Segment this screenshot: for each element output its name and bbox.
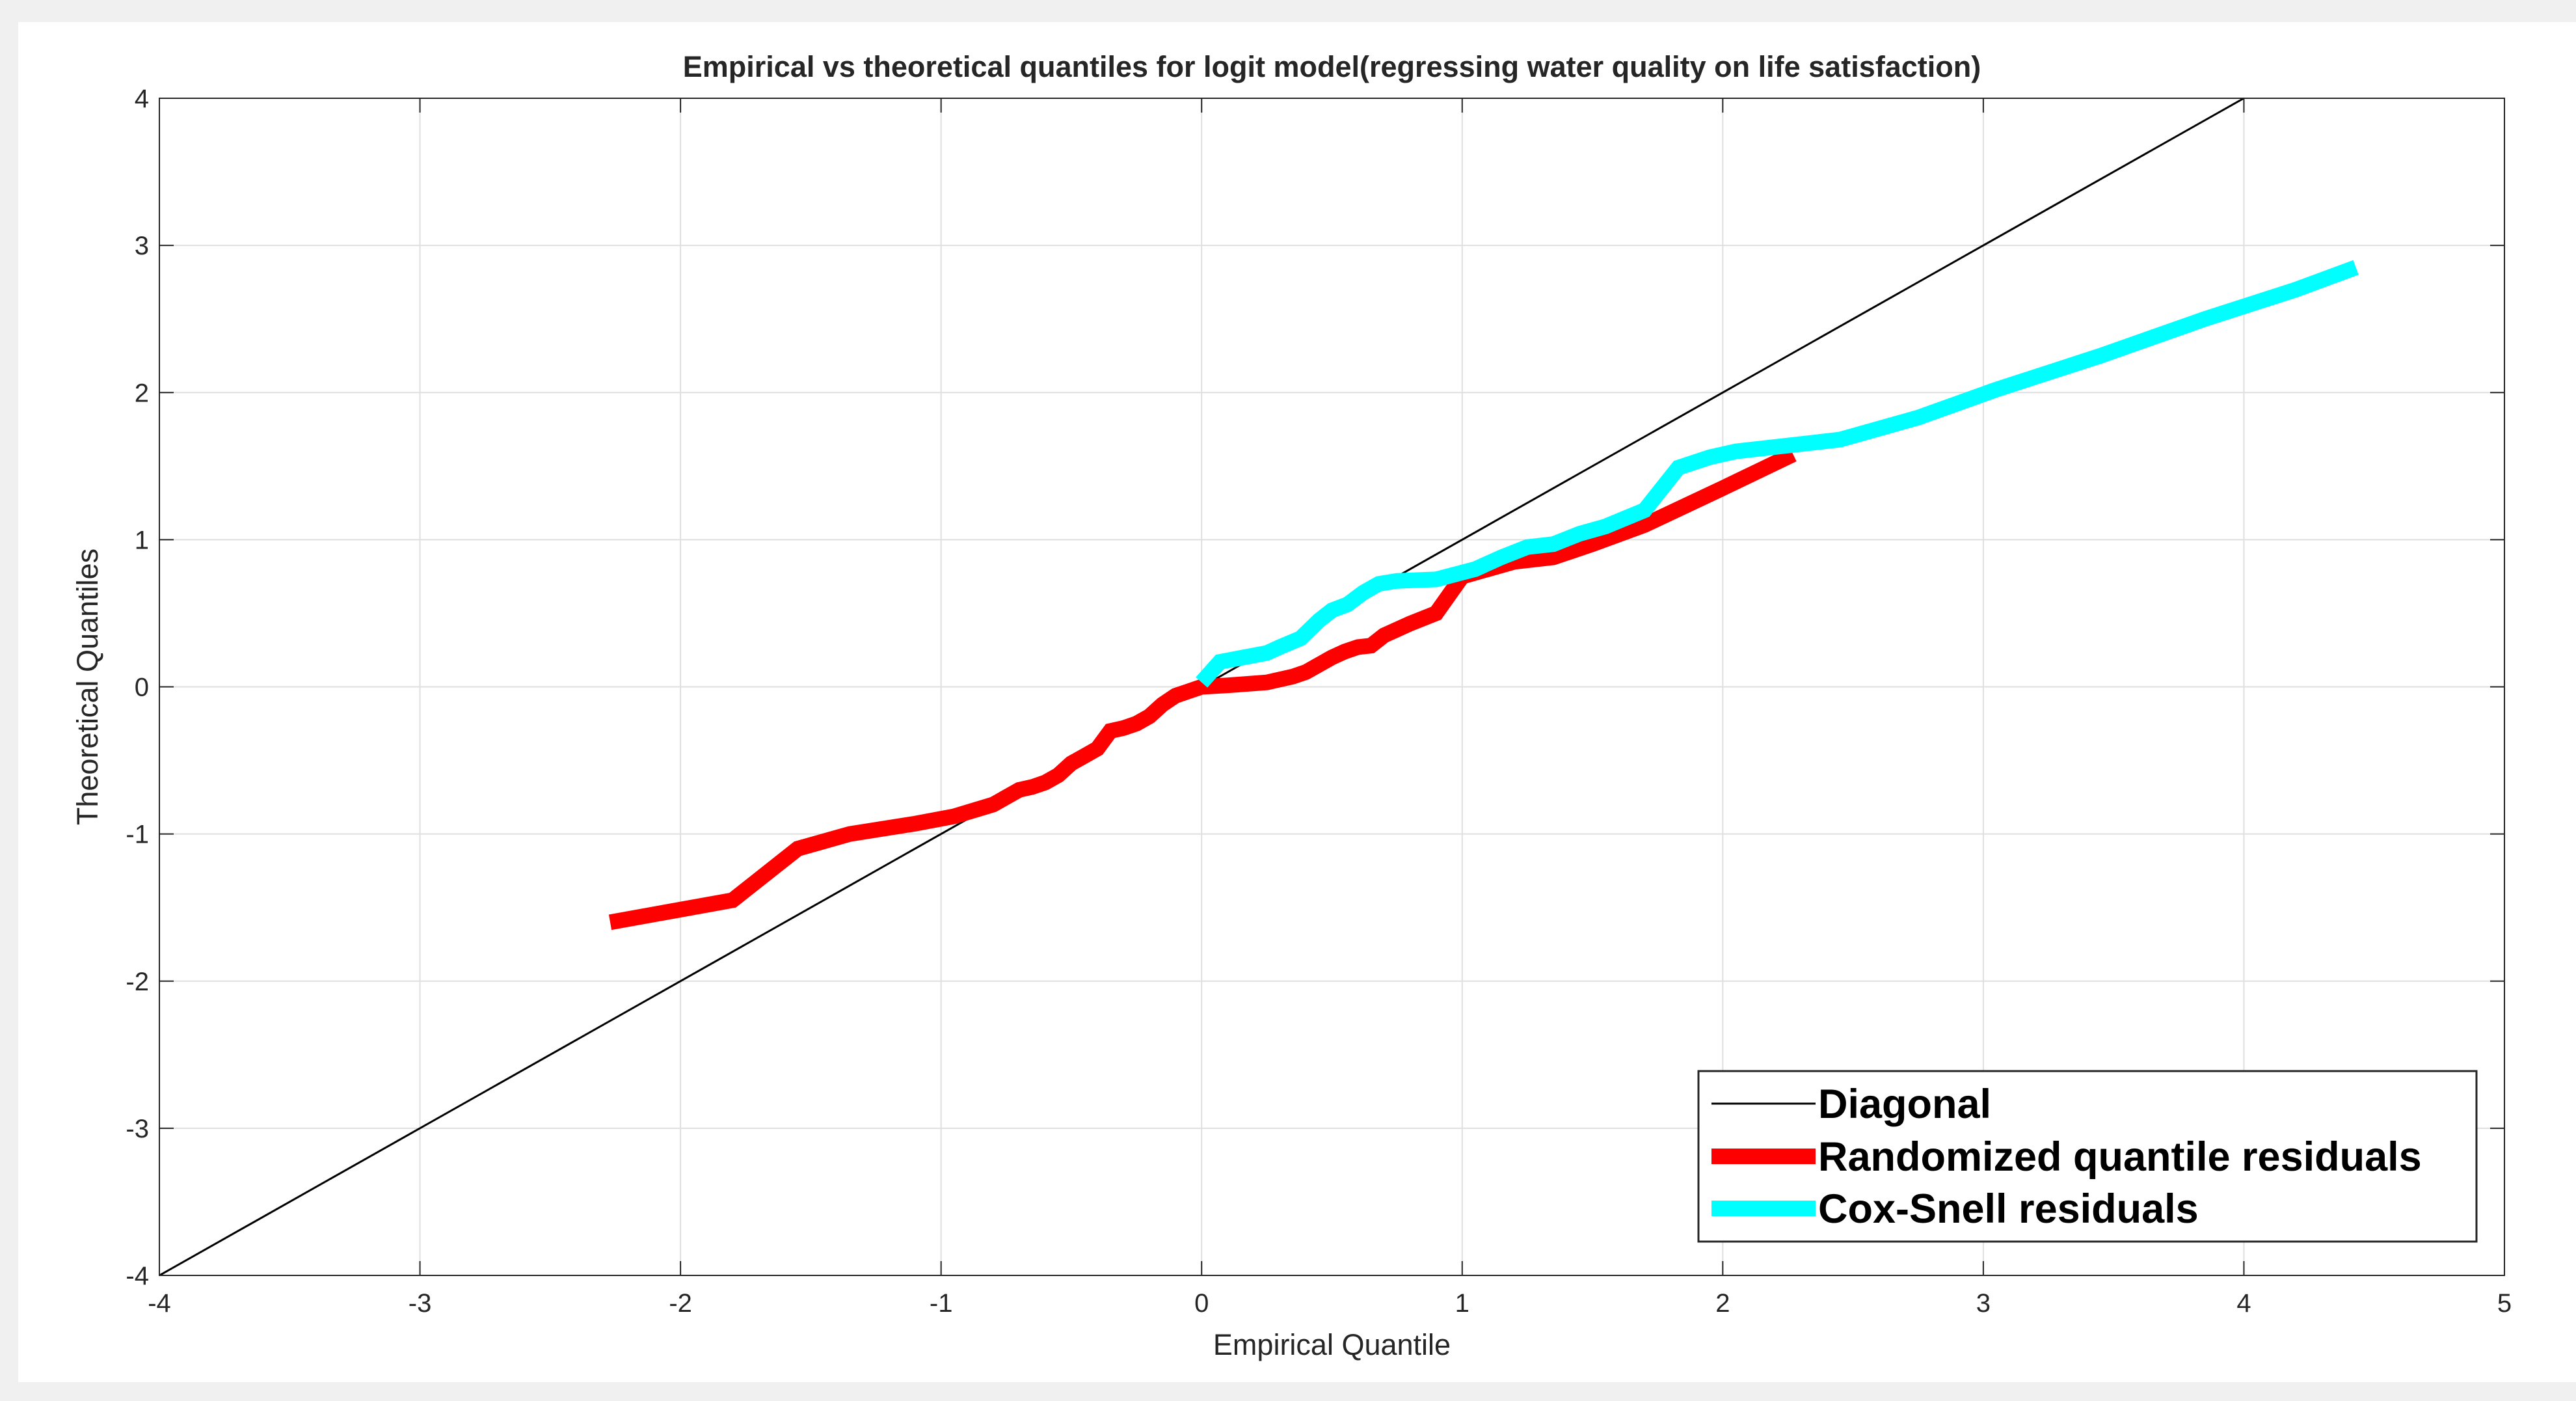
- y-tick-label: -2: [126, 968, 149, 996]
- y-tick-label: 4: [135, 85, 149, 113]
- x-tick-label: -1: [930, 1289, 953, 1318]
- y-tick-label: 3: [135, 232, 149, 260]
- plot-lines: [159, 97, 2359, 1277]
- legend-label-diagonal: Diagonal: [1818, 1081, 1991, 1127]
- y-tick-label: -3: [126, 1115, 149, 1143]
- x-tick-label: 3: [1976, 1289, 1991, 1318]
- x-tick-label: 1: [1455, 1289, 1469, 1318]
- chart-title: Empirical vs theoretical quantiles for l…: [683, 50, 1981, 83]
- y-tick-label: 1: [135, 526, 149, 554]
- y-tick-label: -1: [126, 821, 149, 849]
- x-tick-label: 4: [2236, 1289, 2251, 1318]
- y-tick-label: 0: [135, 673, 149, 702]
- randomized-quantile-residuals-line: [608, 447, 1797, 931]
- figure: -4 -3 -2 -1 0 1 2 3 4 5 -4 -3 -2 -1 0 1 2 3 4 Empirical vs…: [18, 22, 2576, 1382]
- y-tick-label: -4: [126, 1262, 149, 1290]
- x-tick-label: -4: [148, 1289, 171, 1318]
- x-axis-label: Empirical Quantile: [1213, 1328, 1451, 1361]
- legend-label-cox-snell-residuals: Cox-Snell residuals: [1818, 1186, 2199, 1232]
- qq-chart: -4 -3 -2 -1 0 1 2 3 4 5 -4 -3 -2 -1 0 1 2 3 4 Empirical vs…: [71, 50, 2512, 1361]
- y-tick-label: 2: [135, 379, 149, 407]
- x-tick-label: 0: [1194, 1289, 1209, 1318]
- legend-box: [1697, 1070, 2478, 1243]
- x-tick-label: 5: [2497, 1289, 2512, 1318]
- ticks: -4 -3 -2 -1 0 1 2 3 4 5 -4 -3 -2 -1 0 1 2 3 4: [126, 85, 2512, 1318]
- x-tick-label: -3: [409, 1289, 432, 1318]
- legend-label-randomized-quantile-residuals: Randomized quantile residuals: [1818, 1134, 2422, 1180]
- legend: Diagonal Randomized quantile residuals C…: [1697, 1070, 2478, 1243]
- x-tick-label: -2: [669, 1289, 692, 1318]
- x-tick-label: 2: [1715, 1289, 1730, 1318]
- cox-snell-residuals-line: [1196, 260, 2359, 688]
- y-axis-label: Theoretical Quantiles: [71, 549, 104, 825]
